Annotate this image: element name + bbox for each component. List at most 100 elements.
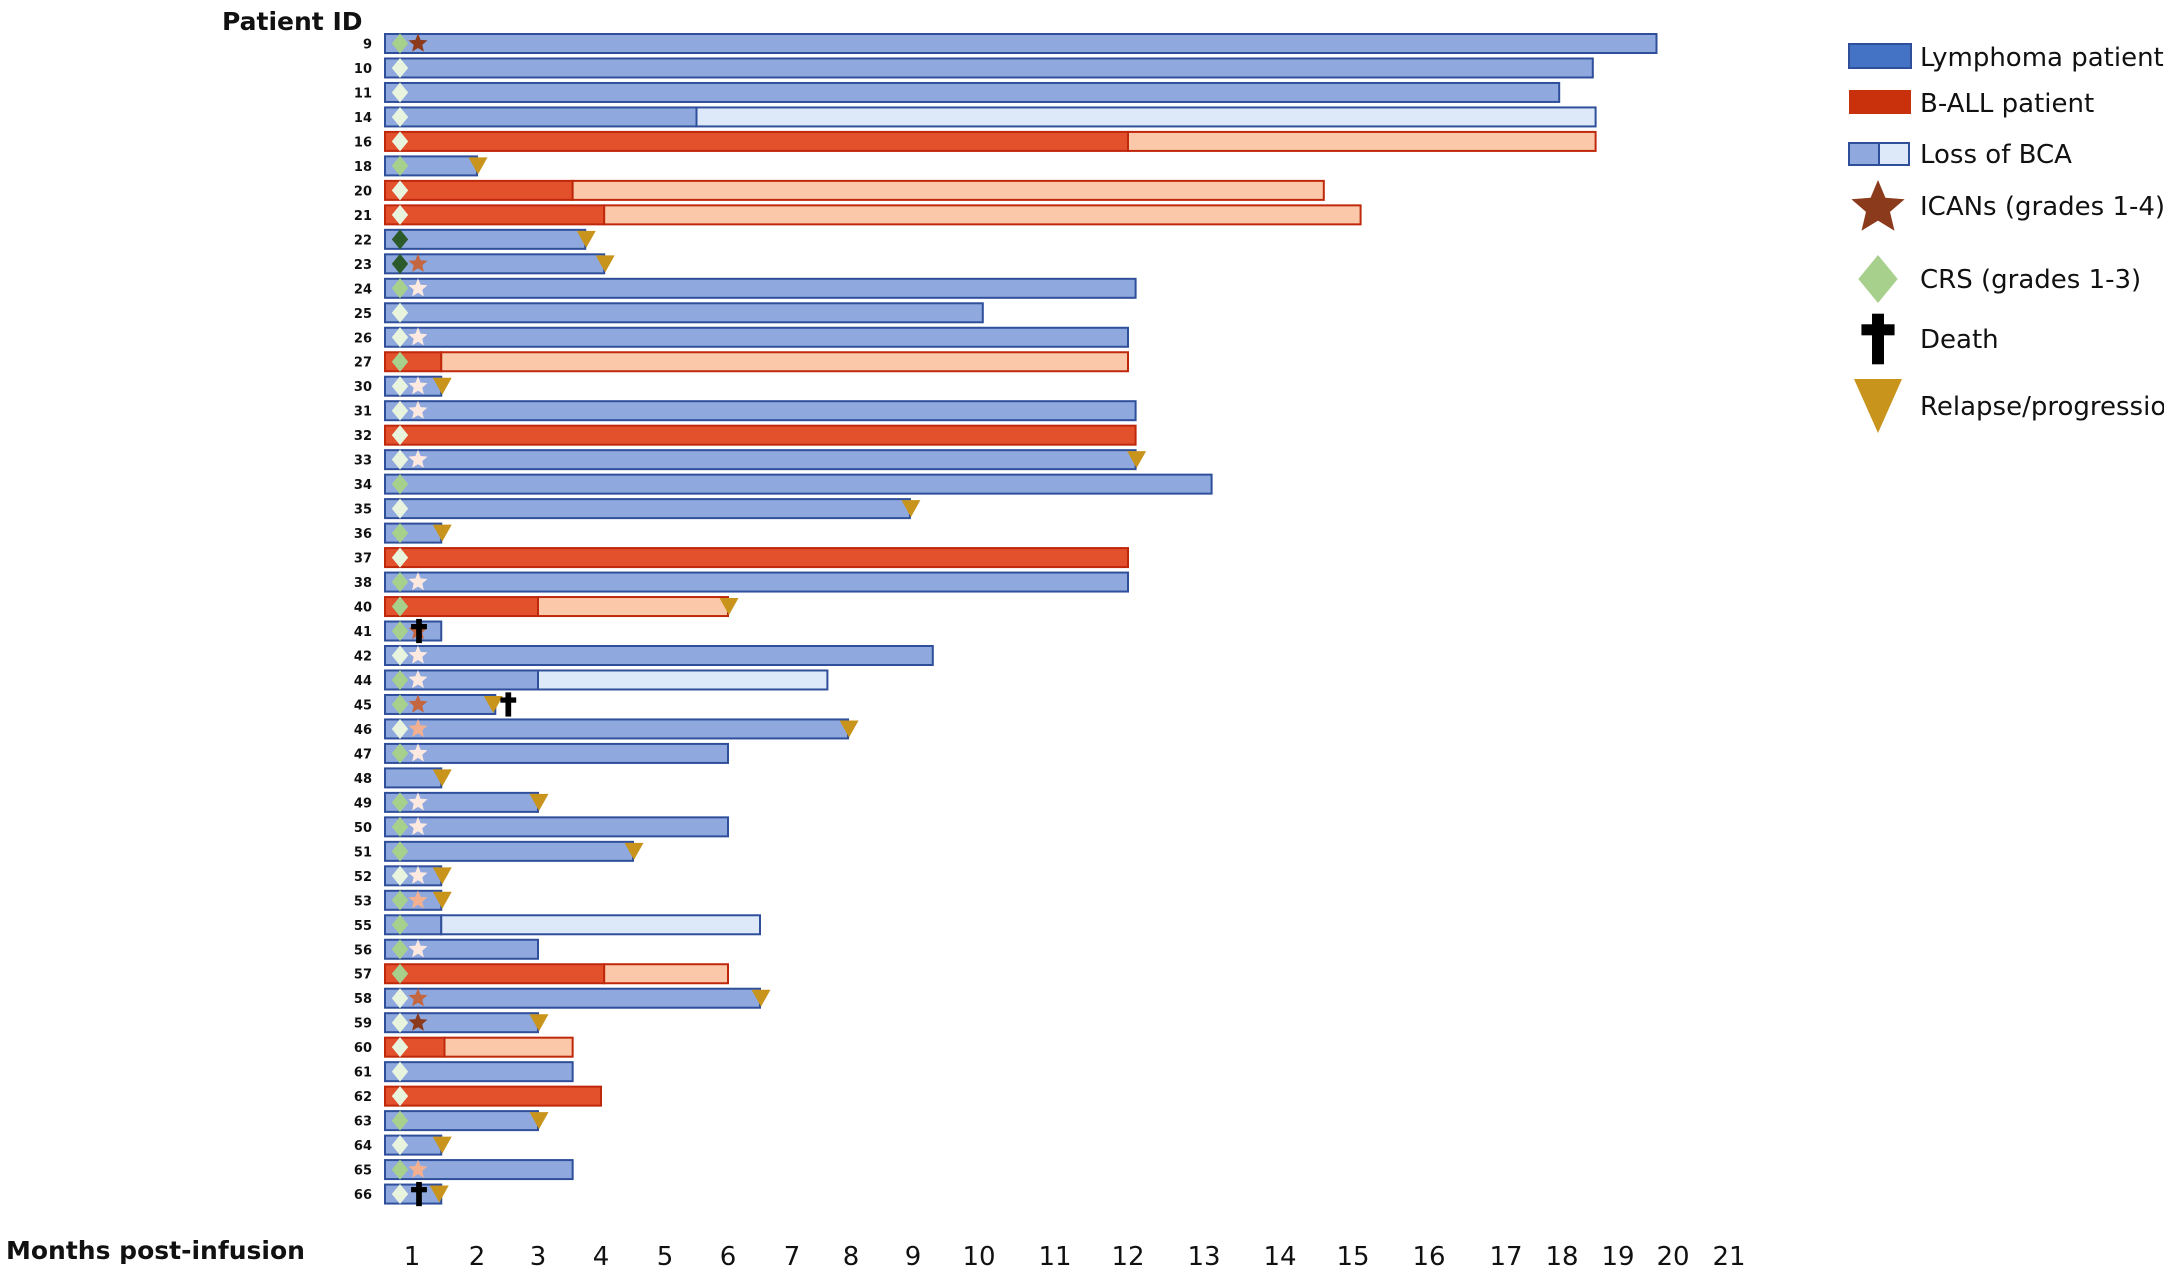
patient-id-label: 65 (354, 1164, 372, 1179)
crs-marker (391, 1110, 409, 1131)
patient-row-50: 50 (354, 816, 729, 838)
patient-id-label: 10 (354, 62, 372, 77)
response-bar (384, 33, 1658, 54)
legend-crs-diamond (1858, 255, 1898, 303)
patient-row-16: 16 (354, 130, 1597, 152)
relapse-marker (432, 377, 452, 395)
ican-marker (408, 572, 428, 591)
patient-row-63: 63 (354, 1110, 549, 1132)
crs-marker (391, 155, 409, 176)
patient-id-label: 27 (354, 356, 372, 371)
patient-row-31: 31 (354, 400, 1137, 422)
crs-marker (391, 302, 409, 323)
crs-marker (391, 792, 409, 813)
death-marker (411, 1181, 427, 1207)
response-bar (384, 963, 606, 985)
patient-row-23: 23 (354, 253, 615, 275)
patient-id-label: 56 (354, 943, 372, 958)
patient-id-label: 14 (354, 111, 372, 126)
legend-loss-response-swatch (1848, 142, 1880, 166)
crs-marker (391, 474, 409, 495)
x-axis-title: Months post-infusion (6, 1236, 305, 1265)
legend-item-lymphoma: Lymphoma patient (1848, 43, 2164, 73)
crs-marker (391, 669, 409, 690)
patient-row-56: 56 (354, 938, 539, 960)
patient-row-9: 9 (363, 33, 1658, 54)
x-tick-label: 14 (1263, 1242, 1296, 1272)
legend-label-lymphoma: Lymphoma patient (1920, 43, 2164, 73)
patient-id-label: 45 (354, 698, 372, 713)
x-axis-ticks: 1 2 3 4 5 6 7 8 9 10 11 12 13 14 15 16 17 18 19 20 21 (404, 1242, 1746, 1272)
crs-marker (391, 376, 409, 397)
patient-row-44: 44 (354, 669, 829, 691)
relapse-marker (483, 695, 503, 713)
legend-item-loss: Loss of BCA (1848, 140, 2072, 170)
x-tick-label: 18 (1545, 1242, 1578, 1272)
crs-marker (391, 572, 409, 593)
crs-marker (391, 621, 409, 642)
patient-row-35: 35 (354, 498, 921, 520)
death-cross-horizontal (411, 1187, 427, 1193)
legend-loss-swatch (1878, 142, 1910, 166)
patient-row-64: 64 (354, 1134, 452, 1156)
crs-marker (391, 253, 409, 274)
legend-label-death: Death (1920, 325, 1999, 355)
patient-id-label: 62 (354, 1090, 372, 1105)
patient-id-label: 55 (354, 919, 372, 934)
patient-id-label: 47 (354, 747, 372, 762)
loss-of-bca-bar (1127, 130, 1597, 152)
relapse-marker (432, 524, 452, 542)
legend-relapse-triangle (1854, 379, 1902, 433)
patient-id-label: 63 (354, 1115, 372, 1130)
patient-row-38: 38 (354, 571, 1129, 593)
crs-marker (391, 57, 409, 78)
relapse-marker (432, 769, 452, 787)
patient-row-45: 45 (354, 692, 517, 717)
patient-row-65: 65 (354, 1159, 574, 1181)
crs-marker (391, 523, 409, 544)
patient-row-30: 30 (354, 375, 452, 397)
patient-row-10: 10 (354, 57, 1594, 79)
ican-marker (408, 1159, 428, 1178)
patient-id-label: 22 (354, 233, 372, 248)
patient-id-label: 30 (354, 380, 372, 395)
patient-id-label: 50 (354, 821, 372, 836)
patient-id-label: 46 (354, 723, 372, 738)
patient-id-label: 25 (354, 307, 372, 322)
relapse-marker (839, 720, 859, 738)
relapse-marker (529, 1014, 549, 1032)
relapse-marker (529, 793, 549, 811)
response-bar (384, 277, 1137, 299)
death-cross-horizontal (500, 697, 517, 703)
relapse-marker (529, 1112, 549, 1130)
patient-row-21: 21 (354, 204, 1362, 226)
relapse-marker (432, 1136, 452, 1154)
x-tick-label: 1 (404, 1242, 421, 1272)
crs-marker (391, 1184, 409, 1205)
patient-row-40: 40 (354, 596, 739, 618)
patient-row-18: 18 (354, 155, 488, 177)
patient-id-label: 26 (354, 331, 372, 346)
ican-marker (408, 253, 428, 272)
x-tick-label: 15 (1336, 1242, 1369, 1272)
x-tick-label: 16 (1412, 1242, 1445, 1272)
loss-of-bca-bar (537, 669, 829, 691)
patient-row-66: 66 (354, 1181, 449, 1207)
patient-id-label: 24 (354, 282, 372, 297)
legend-item-crs: CRS (grades 1-3) (1858, 255, 2141, 303)
legend-label-loss: Loss of BCA (1920, 140, 2072, 170)
crs-marker (391, 180, 409, 201)
patient-row-55: 55 (354, 914, 761, 936)
patient-id-label: 18 (354, 160, 372, 175)
patient-row-60: 60 (354, 1036, 574, 1058)
crs-marker (391, 596, 409, 617)
crs-marker (391, 963, 409, 984)
x-tick-label: 7 (784, 1242, 801, 1272)
response-bar (384, 57, 1594, 79)
x-tick-label: 19 (1601, 1242, 1634, 1272)
patient-row-32: 32 (354, 424, 1137, 446)
patient-row-58: 58 (354, 987, 771, 1009)
response-bar (384, 228, 587, 250)
ican-marker (408, 694, 428, 713)
response-bar (384, 400, 1137, 422)
